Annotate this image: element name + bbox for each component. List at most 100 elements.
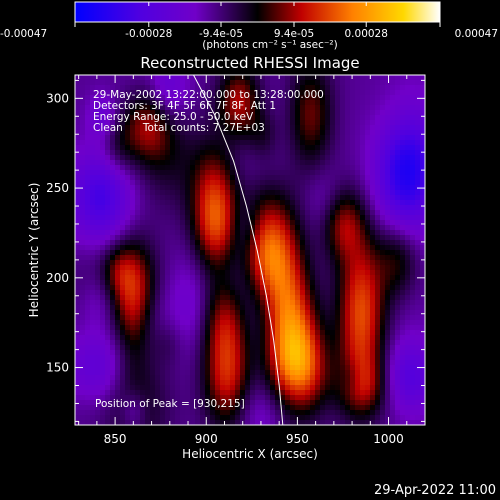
heatmap-cell [340,260,346,266]
heatmap-cell [170,315,176,321]
heatmap-cell [105,80,111,86]
heatmap-cell [415,360,421,366]
heatmap-cell [210,175,216,181]
heatmap-cell [180,295,186,301]
heatmap-cell [80,400,86,406]
heatmap-cell [290,360,296,366]
heatmap-cell [390,420,396,425]
heatmap-cell [330,325,336,331]
heatmap-cell [280,280,286,286]
heatmap-cell [180,175,186,181]
heatmap-cell [255,265,261,271]
heatmap-cell [385,405,391,411]
heatmap-cell [120,140,126,146]
heatmap-cell [405,310,411,316]
heatmap-cell [355,255,361,261]
heatmap-cell [165,95,171,101]
heatmap-cell [375,400,381,406]
heatmap-cell [385,125,391,131]
heatmap-cell [140,365,146,371]
heatmap-cell [280,370,286,376]
heatmap-cell [125,170,131,176]
heatmap-cell [195,195,201,201]
heatmap-cell [135,110,141,116]
heatmap-cell [115,355,121,361]
heatmap-cell [245,75,251,81]
heatmap-cell [330,345,336,351]
heatmap-cell [310,355,316,361]
heatmap-cell [365,290,371,296]
heatmap-cell [150,150,156,156]
heatmap-cell [325,230,331,236]
heatmap-cell [385,75,391,81]
heatmap-cell [375,210,381,216]
heatmap-cell [155,205,161,211]
heatmap-cell [135,190,141,196]
heatmap-cell [395,190,401,196]
heatmap-cell [235,315,241,321]
heatmap-cell [355,300,361,306]
heatmap-cell [165,150,171,156]
heatmap-cell [75,100,81,106]
heatmap-cell [135,130,141,136]
heatmap-cell [240,335,246,341]
heatmap-cell [270,320,276,326]
heatmap-cell [170,160,176,166]
heatmap-cell [115,345,121,351]
heatmap-cell [205,310,211,316]
heatmap-cell [85,230,91,236]
heatmap-cell [95,420,101,425]
heatmap-cell [415,295,421,301]
heatmap-cell [105,115,111,121]
heatmap-cell [370,170,376,176]
heatmap-cell [360,345,366,351]
heatmap-cell [330,250,336,256]
heatmap-cell [250,185,256,191]
heatmap-cell [405,95,411,101]
heatmap-cell [85,410,91,416]
heatmap-cell [185,310,191,316]
heatmap-cell [305,170,311,176]
heatmap-cell [160,370,166,376]
heatmap-cell [390,180,396,186]
heatmap-cell [110,280,116,286]
heatmap-cell [125,285,131,291]
heatmap-cell [395,135,401,141]
heatmap-cell [275,365,281,371]
heatmap-cell [185,250,191,256]
heatmap-cell [345,175,351,181]
heatmap-cell [235,325,241,331]
heatmap-cell [305,355,311,361]
heatmap-cell [165,420,171,425]
heatmap-cell [90,350,96,356]
heatmap-cell [195,370,201,376]
heatmap-cell [125,80,131,86]
heatmap-cell [395,320,401,326]
heatmap-cell [120,135,126,141]
heatmap-cell [225,375,231,381]
heatmap-cell [140,395,146,401]
heatmap-cell [110,330,116,336]
heatmap-cell [165,370,171,376]
heatmap-cell [275,120,281,126]
heatmap-cell [115,300,121,306]
heatmap-cell [140,225,146,231]
heatmap-cell [355,225,361,231]
heatmap-cell [285,245,291,251]
heatmap-cell [300,200,306,206]
heatmap-cell [105,385,111,391]
heatmap-cell [370,180,376,186]
heatmap-cell [180,375,186,381]
heatmap-cell [300,245,306,251]
heatmap-cell [415,130,421,136]
heatmap-cell [410,325,416,331]
heatmap-cell [150,155,156,161]
heatmap-cell [395,270,401,276]
heatmap-cell [230,230,236,236]
heatmap-cell [215,345,221,351]
heatmap-cell [205,240,211,246]
heatmap-cell [105,305,111,311]
heatmap-cell [335,385,341,391]
heatmap-cell [215,380,221,386]
heatmap-cell [140,235,146,241]
